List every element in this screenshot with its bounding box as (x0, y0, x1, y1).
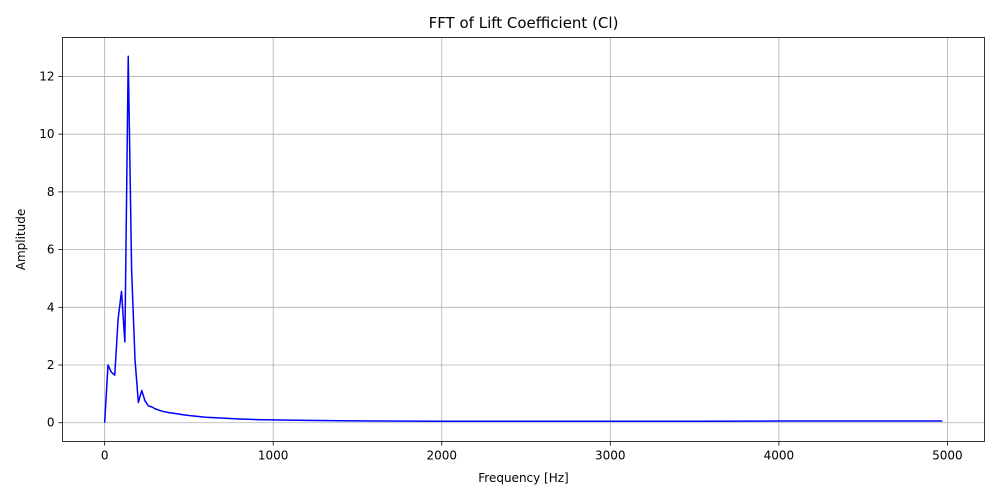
series-layer (103, 55, 943, 423)
y-tick-label: 8 (47, 185, 55, 199)
y-tick-label: 0 (47, 416, 55, 430)
amplitude-series-line (103, 55, 943, 423)
y-tick-label: 4 (47, 300, 55, 314)
x-tick-label: 4000 (764, 449, 795, 463)
y-tick-label: 2 (47, 358, 55, 372)
x-tick-label: 3000 (595, 449, 626, 463)
y-tick-label: 10 (39, 127, 54, 141)
grid-layer (62, 37, 985, 442)
chart-title: FFT of Lift Coefficient (Cl) (429, 14, 619, 32)
y-axis-label: Amplitude (14, 209, 28, 271)
plot-frame (62, 37, 985, 442)
x-tick-label: 2000 (426, 449, 457, 463)
x-tick-label: 0 (101, 449, 109, 463)
tick-layer: 0 1000 2000 3000 4000 5000 0 2 4 6 8 10 12 (39, 69, 962, 462)
y-tick-label: 12 (39, 69, 54, 83)
x-axis-label: Frequency [Hz] (478, 471, 569, 485)
y-tick-label: 6 (47, 243, 55, 257)
x-tick-label: 1000 (258, 449, 289, 463)
x-tick-label: 5000 (932, 449, 963, 463)
